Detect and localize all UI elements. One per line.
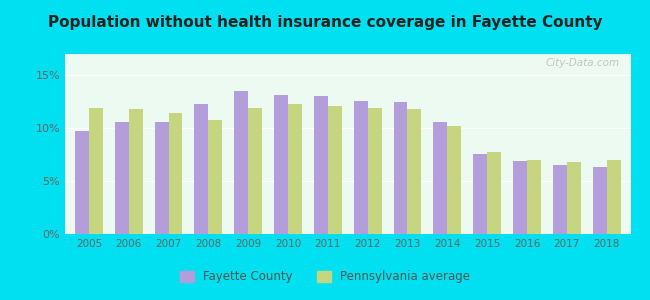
Bar xyxy=(487,152,501,234)
Bar xyxy=(234,91,248,234)
Bar xyxy=(129,109,142,234)
Text: City-Data.com: City-Data.com xyxy=(545,58,619,68)
Bar xyxy=(513,161,527,234)
Bar xyxy=(593,167,606,234)
Bar xyxy=(606,160,621,234)
Bar xyxy=(354,100,368,234)
Bar xyxy=(194,104,209,234)
Bar xyxy=(393,102,408,234)
Bar xyxy=(274,95,288,234)
Bar xyxy=(115,122,129,234)
Bar xyxy=(553,165,567,234)
Legend: Fayette County, Pennsylvania average: Fayette County, Pennsylvania average xyxy=(175,266,475,288)
Bar xyxy=(209,120,222,234)
Bar xyxy=(328,106,342,234)
Bar xyxy=(168,113,183,234)
Bar xyxy=(434,122,447,234)
Bar xyxy=(314,96,328,234)
Bar xyxy=(248,108,262,234)
Bar xyxy=(408,109,421,234)
Bar xyxy=(368,108,382,234)
Bar xyxy=(527,160,541,234)
Bar xyxy=(75,131,89,234)
Bar xyxy=(155,122,168,234)
Bar xyxy=(288,104,302,234)
Bar xyxy=(567,162,580,234)
Bar xyxy=(447,126,462,234)
Bar xyxy=(89,108,103,234)
Text: Population without health insurance coverage in Fayette County: Population without health insurance cove… xyxy=(47,15,603,30)
Bar xyxy=(473,154,487,234)
